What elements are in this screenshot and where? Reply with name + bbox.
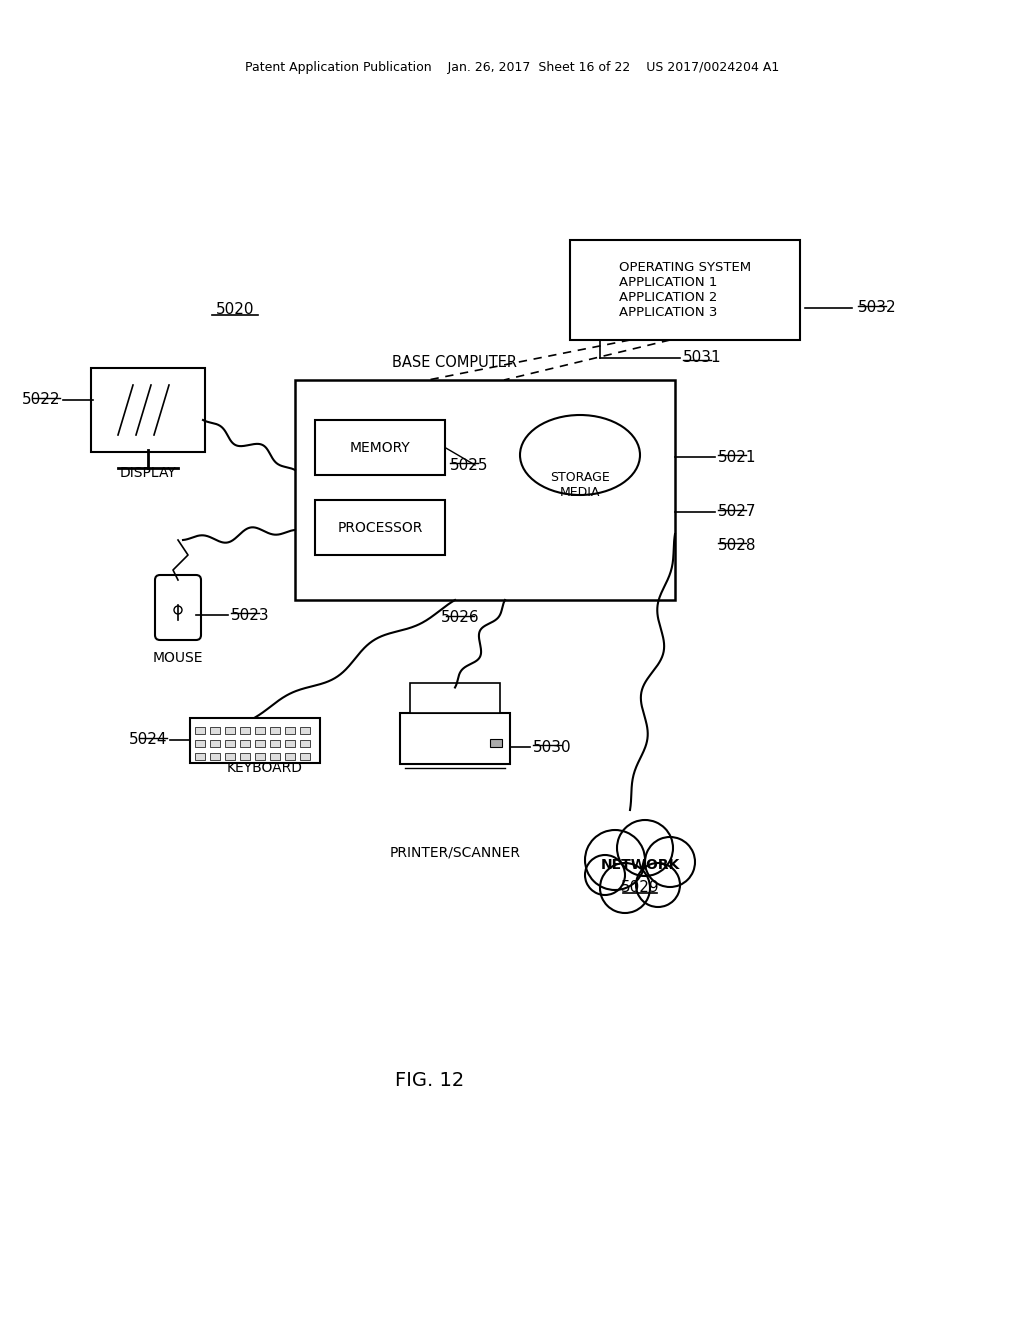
FancyBboxPatch shape <box>195 752 205 759</box>
FancyBboxPatch shape <box>410 684 500 713</box>
FancyBboxPatch shape <box>285 739 295 747</box>
Text: 5022: 5022 <box>22 392 60 408</box>
Text: STORAGE
MEDIA: STORAGE MEDIA <box>550 471 610 499</box>
FancyBboxPatch shape <box>285 752 295 759</box>
FancyBboxPatch shape <box>210 752 220 759</box>
FancyBboxPatch shape <box>210 739 220 747</box>
Text: Patent Application Publication    Jan. 26, 2017  Sheet 16 of 22    US 2017/00242: Patent Application Publication Jan. 26, … <box>245 62 779 74</box>
FancyBboxPatch shape <box>400 713 510 764</box>
Text: 5027: 5027 <box>718 504 757 520</box>
FancyBboxPatch shape <box>190 718 319 763</box>
Text: 5021: 5021 <box>718 450 757 465</box>
Ellipse shape <box>645 837 695 887</box>
Text: PROCESSOR: PROCESSOR <box>337 520 423 535</box>
Text: 5024: 5024 <box>128 733 167 747</box>
Ellipse shape <box>520 414 640 495</box>
FancyBboxPatch shape <box>195 739 205 747</box>
FancyBboxPatch shape <box>255 739 265 747</box>
Text: 5032: 5032 <box>858 301 897 315</box>
Text: MEMORY: MEMORY <box>349 441 411 454</box>
Ellipse shape <box>600 863 650 913</box>
Circle shape <box>174 606 182 614</box>
Ellipse shape <box>585 855 625 895</box>
FancyBboxPatch shape <box>270 726 280 734</box>
FancyBboxPatch shape <box>240 726 250 734</box>
Text: 5026: 5026 <box>440 610 479 626</box>
Text: 5030: 5030 <box>534 739 571 755</box>
Text: 5029: 5029 <box>621 880 659 895</box>
Text: PRINTER/SCANNER: PRINTER/SCANNER <box>389 845 520 859</box>
Text: KEYBOARD: KEYBOARD <box>227 760 303 775</box>
FancyBboxPatch shape <box>240 752 250 759</box>
FancyBboxPatch shape <box>300 726 310 734</box>
Ellipse shape <box>617 820 673 876</box>
FancyBboxPatch shape <box>315 420 445 475</box>
FancyBboxPatch shape <box>255 726 265 734</box>
FancyBboxPatch shape <box>195 726 205 734</box>
FancyBboxPatch shape <box>225 726 234 734</box>
Text: 5028: 5028 <box>718 537 757 553</box>
FancyBboxPatch shape <box>240 739 250 747</box>
Text: NETWORK: NETWORK <box>600 858 680 873</box>
FancyBboxPatch shape <box>570 240 800 341</box>
FancyBboxPatch shape <box>270 739 280 747</box>
FancyBboxPatch shape <box>225 739 234 747</box>
Text: 5025: 5025 <box>450 458 488 473</box>
Text: DISPLAY: DISPLAY <box>120 466 176 480</box>
FancyBboxPatch shape <box>295 380 675 601</box>
FancyBboxPatch shape <box>315 500 445 554</box>
FancyBboxPatch shape <box>300 752 310 759</box>
FancyBboxPatch shape <box>210 726 220 734</box>
FancyBboxPatch shape <box>270 752 280 759</box>
FancyBboxPatch shape <box>91 368 205 451</box>
Text: BASE COMPUTER: BASE COMPUTER <box>392 355 517 370</box>
Text: 5020: 5020 <box>216 302 254 318</box>
FancyBboxPatch shape <box>225 752 234 759</box>
Bar <box>490 738 502 747</box>
Text: FIG. 12: FIG. 12 <box>395 1071 465 1089</box>
Ellipse shape <box>636 863 680 907</box>
FancyBboxPatch shape <box>300 739 310 747</box>
FancyBboxPatch shape <box>155 576 201 640</box>
Text: OPERATING SYSTEM
APPLICATION 1
APPLICATION 2
APPLICATION 3: OPERATING SYSTEM APPLICATION 1 APPLICATI… <box>618 261 751 319</box>
Text: MOUSE: MOUSE <box>153 651 203 665</box>
FancyBboxPatch shape <box>255 752 265 759</box>
Text: 5031: 5031 <box>683 351 722 366</box>
FancyBboxPatch shape <box>285 726 295 734</box>
Ellipse shape <box>585 830 645 890</box>
Text: 5023: 5023 <box>231 607 269 623</box>
